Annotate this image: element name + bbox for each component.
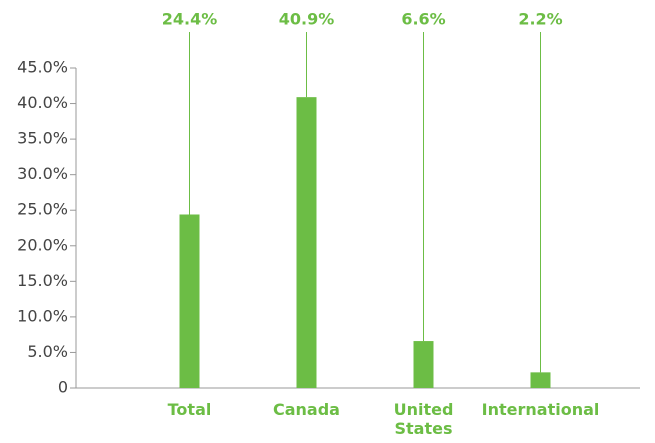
value-label: 2.2% <box>518 10 562 29</box>
y-tick-label: 15.0% <box>17 271 68 290</box>
bar <box>413 341 434 388</box>
value-label: 40.9% <box>279 10 335 29</box>
bar <box>296 97 317 389</box>
y-tick-label: 10.0% <box>17 306 68 325</box>
y-tick-label: 5.0% <box>27 342 68 361</box>
bar <box>179 214 200 388</box>
y-tick-label: 45.0% <box>17 58 68 77</box>
x-tick-label-box: Total <box>110 400 270 419</box>
y-tick-label: 40.0% <box>17 93 68 112</box>
y-tick-label: 0 <box>58 378 68 397</box>
y-tick-label: 25.0% <box>17 200 68 219</box>
bar <box>530 372 551 388</box>
y-tick-label: 30.0% <box>17 164 68 183</box>
x-tick-label: Total <box>167 400 212 419</box>
x-tick-label-box: United States <box>344 400 504 438</box>
value-label: 24.4% <box>162 10 218 29</box>
x-tick-label-box: Canada <box>227 400 387 419</box>
x-tick-label: International <box>481 400 600 419</box>
y-tick-label: 35.0% <box>17 129 68 148</box>
x-tick-label: Canada <box>273 400 340 419</box>
y-tick-label: 20.0% <box>17 235 68 254</box>
x-tick-label-box: International <box>461 400 621 419</box>
value-label: 6.6% <box>401 10 445 29</box>
x-tick-label: United States <box>393 400 454 438</box>
